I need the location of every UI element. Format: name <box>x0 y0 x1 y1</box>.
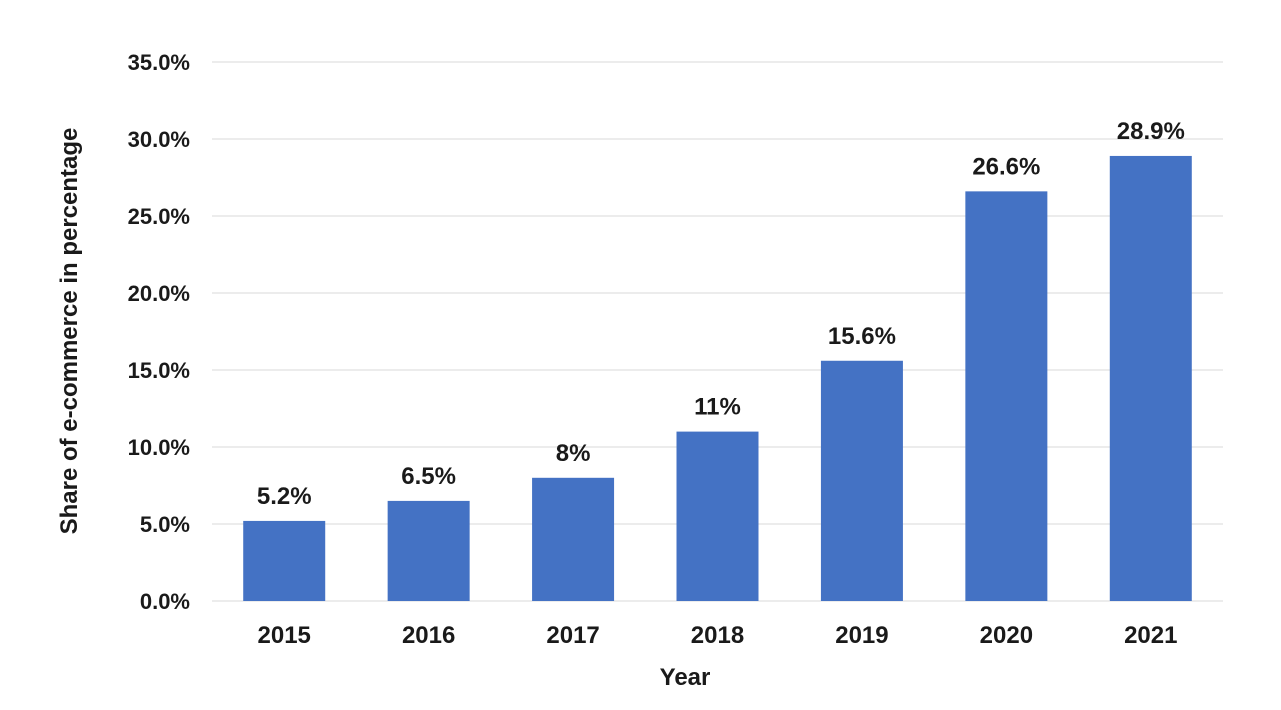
x-axis-title: Year <box>660 664 711 691</box>
bar-2018 <box>676 431 759 601</box>
x-tick-label: 2015 <box>258 622 311 649</box>
data-label-2019: 15.6% <box>828 323 896 350</box>
x-axis-ticks: 2015 2016 2017 2018 2019 2020 2021 <box>258 622 1178 649</box>
y-tick-label: 15.0% <box>128 358 190 383</box>
y-tick-label: 5.0% <box>140 512 190 537</box>
data-label-2016: 6.5% <box>401 463 456 490</box>
y-tick-label: 35.0% <box>128 50 190 75</box>
x-tick-label: 2020 <box>980 622 1033 649</box>
y-axis-ticks: 0.0% 5.0% 10.0% 15.0% 20.0% 25.0% 30.0% 35.0% <box>128 50 190 614</box>
x-tick-label: 2017 <box>546 622 599 649</box>
data-labels: 5.2% 6.5% 8% 11% 15.6% 26.6% 28.9% <box>257 118 1185 510</box>
data-label-2018: 11% <box>694 394 741 421</box>
y-tick-label: 30.0% <box>128 127 190 152</box>
y-tick-label: 20.0% <box>128 281 190 306</box>
data-label-2017: 8% <box>556 440 591 467</box>
y-tick-label: 25.0% <box>128 204 190 229</box>
x-tick-label: 2016 <box>402 622 455 649</box>
data-label-2015: 5.2% <box>257 483 312 510</box>
y-axis-title: Share of e-commerce in percentage <box>56 128 83 535</box>
x-tick-label: 2021 <box>1124 622 1177 649</box>
bar-2019 <box>820 360 903 601</box>
bar-2021 <box>1109 155 1192 601</box>
y-tick-label: 10.0% <box>128 435 190 460</box>
x-tick-label: 2018 <box>691 622 744 649</box>
bar-2015 <box>243 520 326 601</box>
data-label-2020: 26.6% <box>972 153 1040 180</box>
bars <box>243 155 1192 602</box>
y-tick-label: 0.0% <box>140 589 190 614</box>
data-label-2021: 28.9% <box>1117 118 1185 145</box>
bar-2016 <box>387 500 470 601</box>
bar-2020 <box>965 191 1048 602</box>
x-tick-label: 2019 <box>835 622 888 649</box>
bar-2017 <box>532 477 615 601</box>
